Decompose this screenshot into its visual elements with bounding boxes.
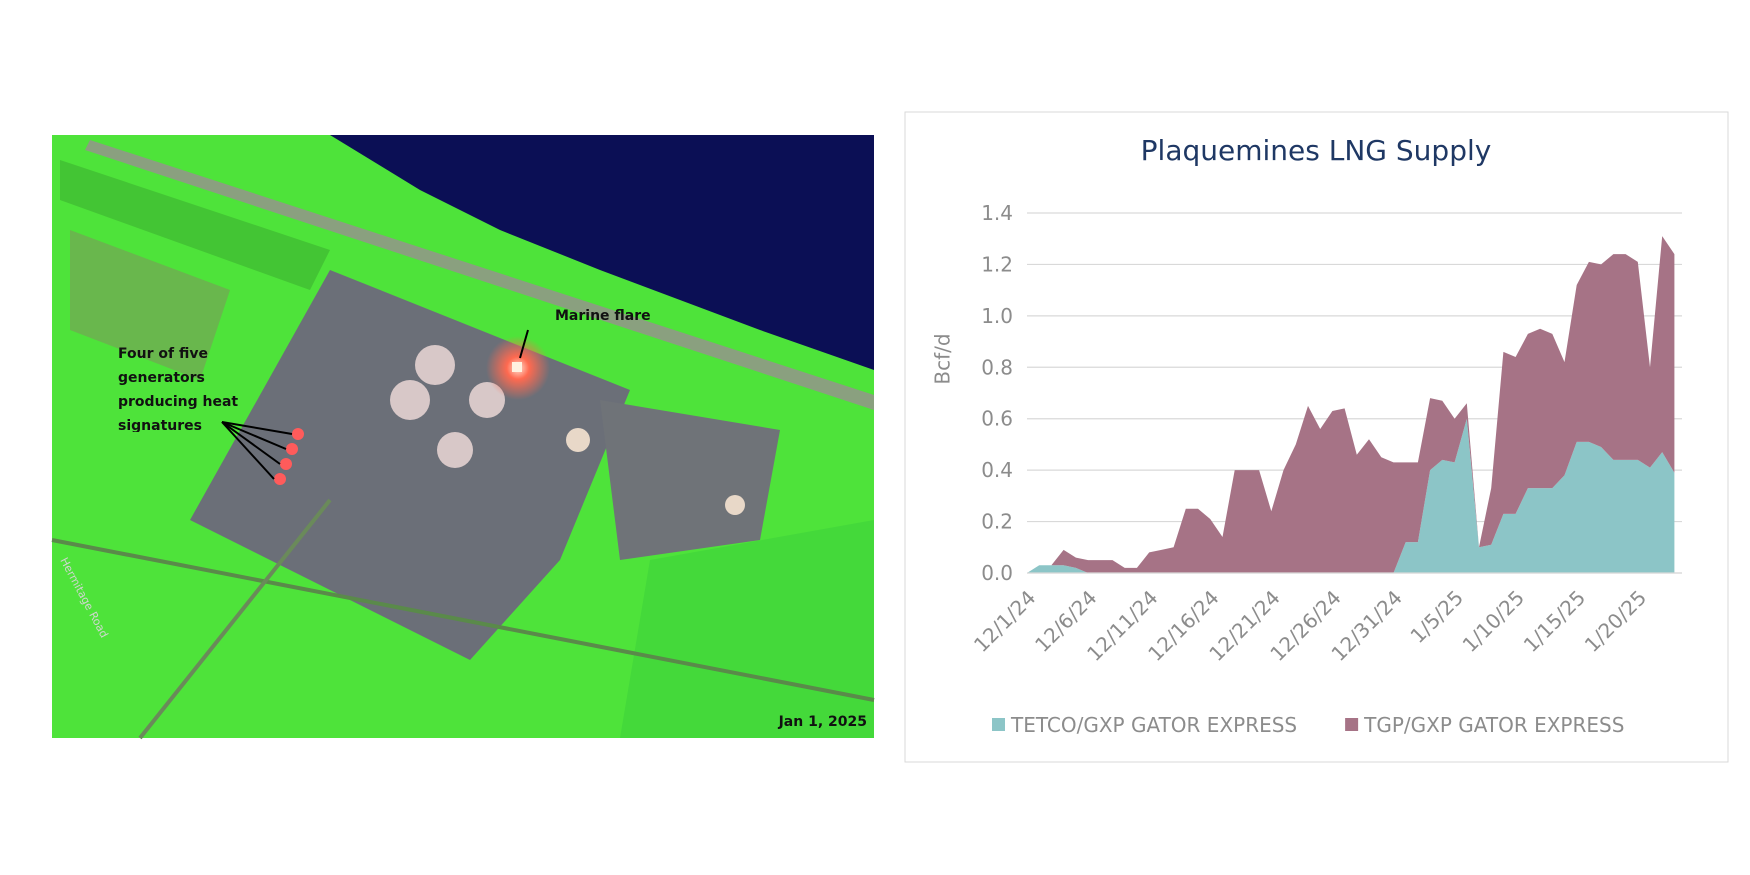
legend-swatch (1345, 718, 1359, 731)
area (1027, 418, 1675, 573)
y-tick-label: 0.6 (981, 407, 1013, 431)
y-tick-label: 1.2 (981, 252, 1013, 276)
legend-swatch (992, 718, 1005, 731)
y-tick-label: 1.4 (981, 201, 1013, 225)
flare-label: Marine flare (555, 308, 651, 324)
chart-title: Plaquemines LNG Supply (1141, 134, 1492, 167)
legend-label: TGP/GXP GATOR EXPRESS (1363, 713, 1624, 737)
y-axis-label: Bcf/d (931, 333, 955, 384)
legend-label: TETCO/GXP GATOR EXPRESS (1010, 713, 1297, 737)
y-tick-label: 1.0 (981, 304, 1013, 328)
y-tick-label: 0.0 (981, 561, 1013, 585)
y-tick-label: 0.8 (981, 355, 1013, 379)
area (1027, 236, 1675, 573)
satellite-image: Marine flare Four of five generators pro… (51, 135, 875, 740)
y-tick-label: 0.4 (981, 458, 1013, 482)
generators-label: Four of five generators producing heat s… (118, 346, 239, 432)
y-tick-label: 0.2 (981, 510, 1013, 534)
generators-box: Four of five generators producing heat s… (118, 346, 239, 432)
date-label: Jan 1, 2025 (778, 714, 867, 730)
